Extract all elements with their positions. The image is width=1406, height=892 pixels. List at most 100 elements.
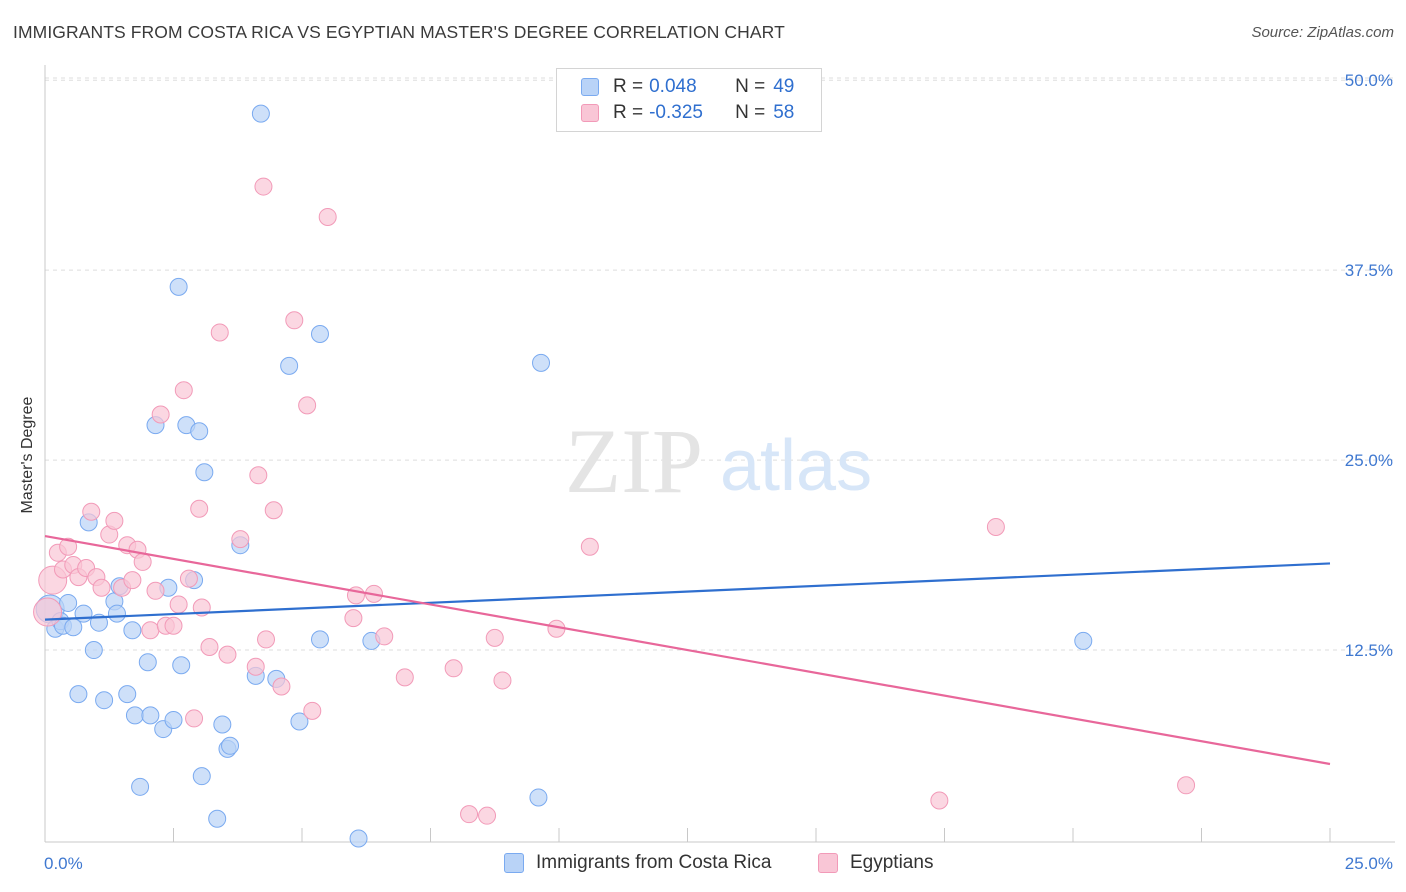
y-tick-label: 37.5% [1345, 261, 1393, 280]
egyptian-point [493, 671, 512, 690]
egyptian-point [141, 621, 160, 640]
egyptian-point [133, 552, 152, 571]
egyptian-point [82, 502, 101, 521]
egyptian-point [179, 569, 198, 588]
costa-rica-point [131, 777, 150, 796]
egyptian-point [285, 311, 304, 330]
egyptian-point [105, 511, 124, 530]
costa-rica-point [169, 277, 188, 296]
y-tick-label: 50.0% [1345, 71, 1393, 90]
egyptian-point [1177, 776, 1196, 795]
costa-rica-point [107, 604, 126, 623]
egyptian-point [986, 517, 1005, 536]
egyptian-point [272, 677, 291, 696]
egyptian-point [478, 806, 497, 825]
y-tick-label: 25.0% [1345, 451, 1393, 470]
egyptian-point [249, 466, 268, 485]
legend-swatch-egyptians [581, 104, 599, 122]
x-tick-label-min: 0.0% [44, 854, 83, 873]
egyptian-point [59, 537, 78, 556]
egyptian-point [190, 499, 209, 518]
costa-rica-point [190, 422, 209, 441]
legend-r-label: R = [613, 102, 644, 123]
egyptian-point [375, 627, 394, 646]
legend-swatch [504, 853, 524, 873]
legend-item-egyptians[interactable]: Egyptians [818, 852, 933, 874]
legend-n-label: N = [735, 102, 766, 123]
costa-rica-trend-line [44, 562, 1331, 621]
egyptian-point [930, 791, 949, 810]
egyptian-point [92, 578, 111, 597]
costa-rica-point [290, 712, 309, 731]
egyptian-point [460, 805, 479, 824]
costa-rica-point [349, 829, 368, 848]
y-axis-label: Master's Degree [19, 396, 36, 514]
costa-rica-point [125, 706, 144, 725]
legend-n-label: N = [735, 76, 766, 97]
egyptian-point [318, 207, 337, 226]
egyptian-point [174, 381, 193, 400]
legend-swatch-costa-rica [581, 78, 599, 96]
costa-rica-point [310, 630, 329, 649]
costa-rica-point [84, 641, 103, 660]
costa-rica-point [251, 104, 270, 123]
egyptian-point [123, 571, 142, 590]
egyptian-point [200, 638, 219, 657]
egyptian-point [580, 537, 599, 556]
costa-rica-point [69, 685, 88, 704]
legend-r-value: 0.048 [649, 76, 697, 97]
trend-lines [44, 534, 1331, 766]
egyptian-point [146, 581, 165, 600]
egyptian-point [185, 709, 204, 728]
source-credit: Source: ZipAtlas.com [1251, 24, 1394, 41]
legend-label: Immigrants from Costa Rica [536, 852, 772, 873]
costa-rica-point [208, 809, 227, 828]
axes [44, 65, 1395, 843]
chart-title: IMMIGRANTS FROM COSTA RICA VS EGYPTIAN M… [13, 22, 785, 42]
costa-rica-point [172, 656, 191, 675]
tick-labels: 12.5% 25.0% 37.5% 50.0% 0.0% 25.0% [44, 71, 1393, 873]
legend-swatch [818, 853, 838, 873]
legend-row-egyptians: R = -0.325 N = 58 [581, 100, 794, 126]
costa-rica-point [59, 593, 78, 612]
costa-rica-point [74, 604, 93, 623]
costa-rica-point [138, 653, 157, 672]
watermark: ZIP atlas [565, 410, 872, 512]
egyptian-point [444, 659, 463, 678]
egyptian-point [395, 668, 414, 687]
costa-rica-point [118, 685, 137, 704]
legend-label: Egyptians [850, 852, 934, 873]
egyptian-point [218, 645, 237, 664]
egyptians-trend-line [44, 534, 1331, 766]
costa-rica-point [532, 353, 551, 372]
watermark-zip: ZIP [565, 410, 703, 512]
egyptian-point [164, 616, 183, 635]
legend-r-value: -0.325 [649, 102, 703, 123]
egyptian-point [264, 501, 283, 520]
egyptian-point [231, 530, 250, 549]
costa-rica-point [529, 788, 548, 807]
costa-rica-point [123, 621, 142, 640]
y-tick-label: 12.5% [1345, 641, 1393, 660]
series-egyptians-points [33, 177, 1196, 825]
costa-rica-point [141, 706, 160, 725]
egyptian-point [485, 628, 504, 647]
egyptian-point [303, 701, 322, 720]
legend-item-costa-rica[interactable]: Immigrants from Costa Rica [504, 852, 771, 874]
egyptian-point [257, 630, 276, 649]
legend-r-label: R = [613, 76, 644, 97]
x-tick-label-max: 25.0% [1345, 854, 1393, 873]
legend-row-costa-rica: R = 0.048 N = 49 [581, 74, 794, 100]
costa-rica-point [1074, 631, 1093, 650]
legend-n-value: 58 [773, 102, 795, 123]
costa-rica-point [221, 736, 240, 755]
costa-rica-point [213, 715, 232, 734]
costa-rica-point [195, 463, 214, 482]
egyptian-point [169, 595, 188, 614]
costa-rica-point [192, 767, 211, 786]
egyptian-point [246, 657, 265, 676]
costa-rica-point [95, 691, 114, 710]
egyptian-point [254, 177, 273, 196]
egyptian-point [151, 405, 170, 424]
